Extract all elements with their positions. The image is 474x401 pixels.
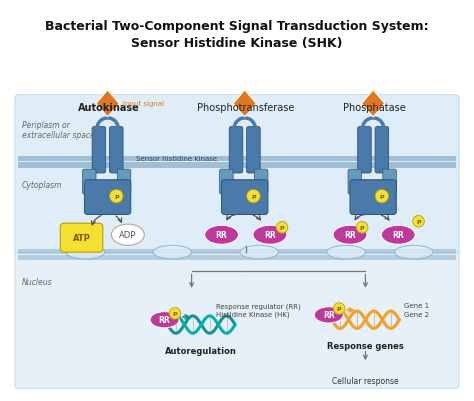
Text: RR: RR — [323, 311, 335, 320]
Text: Cytoplasm: Cytoplasm — [22, 180, 62, 190]
Text: RR: RR — [264, 231, 276, 240]
Ellipse shape — [150, 312, 179, 328]
Text: Input signal: Input signal — [123, 101, 164, 107]
Circle shape — [246, 190, 260, 203]
FancyBboxPatch shape — [375, 127, 389, 174]
Text: Histidine Kinase (HK): Histidine Kinase (HK) — [216, 311, 290, 318]
Ellipse shape — [111, 225, 144, 246]
Text: Autoregulation: Autoregulation — [165, 346, 237, 355]
Ellipse shape — [382, 226, 415, 245]
Text: Phosphatase: Phosphatase — [343, 103, 405, 113]
Text: P: P — [280, 225, 284, 230]
Text: ADP: ADP — [119, 231, 137, 240]
FancyBboxPatch shape — [82, 170, 96, 195]
Bar — [18, 156, 456, 162]
Bar — [18, 163, 456, 169]
Text: Sensor Histidine Kinase (SHK): Sensor Histidine Kinase (SHK) — [131, 37, 343, 50]
Text: Nucleus: Nucleus — [22, 277, 52, 286]
Text: P: P — [337, 306, 341, 311]
Text: Periplasm or
extracellular space: Periplasm or extracellular space — [22, 121, 94, 140]
Ellipse shape — [253, 226, 287, 245]
Ellipse shape — [66, 246, 105, 259]
Ellipse shape — [314, 307, 343, 323]
FancyBboxPatch shape — [229, 127, 243, 174]
Circle shape — [169, 308, 181, 319]
Text: P: P — [173, 311, 177, 316]
Text: RR: RR — [392, 231, 404, 240]
Circle shape — [109, 190, 123, 203]
Polygon shape — [233, 91, 256, 117]
Circle shape — [276, 222, 288, 233]
Text: Bacterial Two-Component Signal Transduction System:: Bacterial Two-Component Signal Transduct… — [45, 20, 429, 32]
Text: Gene 1: Gene 1 — [404, 302, 429, 308]
FancyBboxPatch shape — [350, 180, 396, 215]
Ellipse shape — [333, 226, 367, 245]
FancyBboxPatch shape — [117, 170, 131, 195]
Ellipse shape — [153, 246, 191, 259]
Circle shape — [333, 303, 345, 314]
FancyBboxPatch shape — [60, 224, 103, 253]
Ellipse shape — [327, 246, 365, 259]
FancyBboxPatch shape — [255, 170, 268, 195]
Circle shape — [356, 222, 368, 233]
Text: Response genes: Response genes — [327, 341, 404, 350]
FancyBboxPatch shape — [15, 95, 459, 255]
Text: ATP: ATP — [73, 233, 91, 243]
Ellipse shape — [205, 226, 238, 245]
Bar — [18, 250, 456, 255]
Text: P: P — [251, 194, 256, 199]
Polygon shape — [96, 91, 119, 117]
FancyBboxPatch shape — [92, 127, 106, 174]
Text: RR: RR — [344, 231, 356, 240]
FancyBboxPatch shape — [221, 180, 268, 215]
FancyBboxPatch shape — [246, 127, 260, 174]
Circle shape — [375, 190, 389, 203]
Polygon shape — [362, 91, 385, 117]
Circle shape — [413, 216, 424, 227]
FancyBboxPatch shape — [358, 127, 371, 174]
Text: P: P — [114, 194, 118, 199]
Text: P: P — [416, 219, 421, 224]
Text: Gene 2: Gene 2 — [404, 311, 429, 317]
FancyBboxPatch shape — [348, 170, 362, 195]
Text: Response regulator (RR): Response regulator (RR) — [216, 302, 301, 309]
Text: Autokinase: Autokinase — [78, 103, 139, 113]
Bar — [18, 255, 456, 260]
Text: P: P — [380, 194, 384, 199]
FancyBboxPatch shape — [109, 127, 123, 174]
Text: RR: RR — [216, 231, 228, 240]
Ellipse shape — [394, 246, 433, 259]
FancyBboxPatch shape — [219, 170, 233, 195]
Text: P: P — [360, 225, 365, 230]
Ellipse shape — [240, 246, 279, 259]
Text: Cellular response: Cellular response — [332, 376, 399, 385]
FancyBboxPatch shape — [84, 180, 131, 215]
Text: Sensor histidine kinase: Sensor histidine kinase — [136, 156, 217, 162]
FancyBboxPatch shape — [383, 170, 396, 195]
FancyBboxPatch shape — [15, 253, 459, 388]
Text: RR: RR — [159, 316, 171, 324]
Text: Phosphotransferase: Phosphotransferase — [197, 103, 294, 113]
